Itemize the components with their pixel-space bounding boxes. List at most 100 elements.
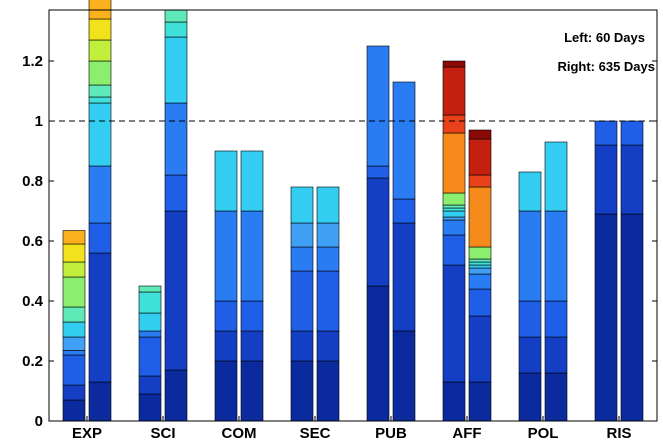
bar-segment-pol-left-4 [518,171,542,212]
x-tick-label-sci: SCI [150,425,175,442]
bar-segment-aff-right-12 [468,129,492,140]
bar-segment-exp-right-2 [88,222,112,254]
bar-segment-aff-left-9 [442,132,466,194]
bar-segment-aff-left-3 [442,219,466,236]
bar-segment-ris-left-2 [594,120,618,146]
x-tick-label-sec: SEC [300,425,331,442]
bar-segment-pub-right-0 [392,330,416,422]
bar-segment-aff-right-10 [468,174,492,188]
bar-segment-exp-left-6 [62,306,86,323]
bar-segment-sci-left-6 [138,285,162,293]
bar-segment-exp-left-1 [62,384,86,401]
bar-segment-com-left-1 [214,330,238,362]
bar-segment-sec-right-0 [316,360,340,422]
bar-segment-sci-left-2 [138,336,162,377]
bar-segment-sec-left-1 [290,330,314,362]
bar-segment-sci-left-3 [138,330,162,338]
x-tick-label-ris: RIS [606,425,631,442]
y-tick-label-6: 1.2 [22,53,43,70]
bar-segment-exp-right-0 [88,381,112,422]
bar-segment-ris-left-0 [594,213,618,422]
ticks-layer [49,60,657,422]
bar-segment-aff-left-11 [442,66,466,116]
bar-segment-sci-right-3 [164,102,188,176]
annotation-right-days: Right: 635 Days [557,59,655,74]
bar-segment-sci-right-2 [164,174,188,212]
bar-segment-pol-right-4 [544,141,568,212]
bar-segment-com-right-3 [240,210,264,302]
labels-layer: 0 0.2 0.4 0.6 0.8 1 1.2 EXP SCI COM SEC PUB AFF POL RI… [22,53,631,442]
bar-segment-pub-right-3 [392,81,416,200]
x-tick-label-exp: EXP [72,425,102,442]
bar-segment-aff-right-0 [468,381,492,422]
bar-segment-pol-left-2 [518,300,542,338]
y-tick-label-2: 0.4 [22,293,44,310]
x-tick-label-pub: PUB [375,425,407,442]
bar-segment-sec-right-3 [316,246,340,272]
bar-segment-aff-right-6 [468,261,492,266]
bar-segment-exp-right-9 [88,18,112,41]
y-tick-label-4: 0.8 [22,173,43,190]
bar-segment-sci-right-1 [164,210,188,371]
bar-segment-com-left-2 [214,300,238,332]
bar-segment-exp-left-7 [62,276,86,308]
bar-segment-aff-left-7 [442,204,466,209]
bar-segment-ris-right-1 [620,144,644,215]
bar-segment-exp-left-9 [62,243,86,263]
bar-segment-aff-right-2 [468,288,492,317]
plot-frame [48,9,658,422]
bar-segment-aff-right-11 [468,138,492,176]
bar-segment-aff-left-12 [442,60,466,68]
bar-segment-com-left-0 [214,360,238,422]
bar-segment-aff-left-10 [442,114,466,134]
bar-segment-sec-left-3 [290,246,314,272]
bar-segment-exp-left-8 [62,261,86,278]
y-tick-label-3: 0.6 [22,233,43,250]
bar-segment-pol-right-3 [544,210,568,302]
bar-segment-aff-right-1 [468,315,492,383]
bar-segment-ris-right-0 [620,213,644,422]
bar-segment-sec-right-5 [316,186,340,224]
bar-segment-exp-left-4 [62,336,86,351]
bar-segment-exp-right-4 [88,102,112,167]
bar-segment-sec-left-5 [290,186,314,224]
bars-layer [62,0,644,422]
bar-segment-pol-left-1 [518,336,542,374]
bar-segment-pub-left-0 [366,285,390,422]
bar-segment-aff-left-6 [442,207,466,212]
bar-segment-pol-right-1 [544,336,568,374]
bar-segment-aff-left-2 [442,234,466,266]
bar-segment-pol-right-0 [544,372,568,422]
bar-segment-com-right-4 [240,150,264,212]
bar-segment-exp-right-1 [88,252,112,383]
bar-segment-exp-right-3 [88,165,112,224]
bar-segment-pol-left-0 [518,372,542,422]
bar-segment-aff-right-3 [468,273,492,290]
bar-segment-com-left-3 [214,210,238,302]
bar-segment-sec-left-2 [290,270,314,332]
bar-segment-exp-left-0 [62,399,86,422]
bar-segment-sci-right-6 [164,9,188,23]
bar-segment-exp-left-2 [62,354,86,386]
bar-segment-com-right-2 [240,300,264,332]
bar-segment-aff-left-1 [442,264,466,383]
bar-segment-exp-right-6 [88,84,112,98]
bar-segment-sci-right-4 [164,36,188,104]
annotation-left-days: Left: 60 Days [564,30,645,45]
bar-segment-exp-left-3 [62,350,86,356]
bar-segment-pol-left-3 [518,210,542,302]
bar-segment-aff-left-4 [442,216,466,221]
bar-segment-aff-right-8 [468,246,492,260]
bar-segment-aff-right-7 [468,258,492,263]
y-tick-label-1: 0.2 [22,353,43,370]
bar-segment-sec-left-4 [290,222,314,248]
bar-segment-sec-left-0 [290,360,314,422]
bar-segment-aff-right-4 [468,267,492,275]
bar-segment-sci-left-1 [138,375,162,395]
bar-segment-exp-right-8 [88,39,112,62]
bar-segment-exp-left-10 [62,230,86,245]
bar-segment-exp-right-5 [88,96,112,104]
bar-segment-com-right-0 [240,360,264,422]
bar-segment-sec-right-1 [316,330,340,362]
